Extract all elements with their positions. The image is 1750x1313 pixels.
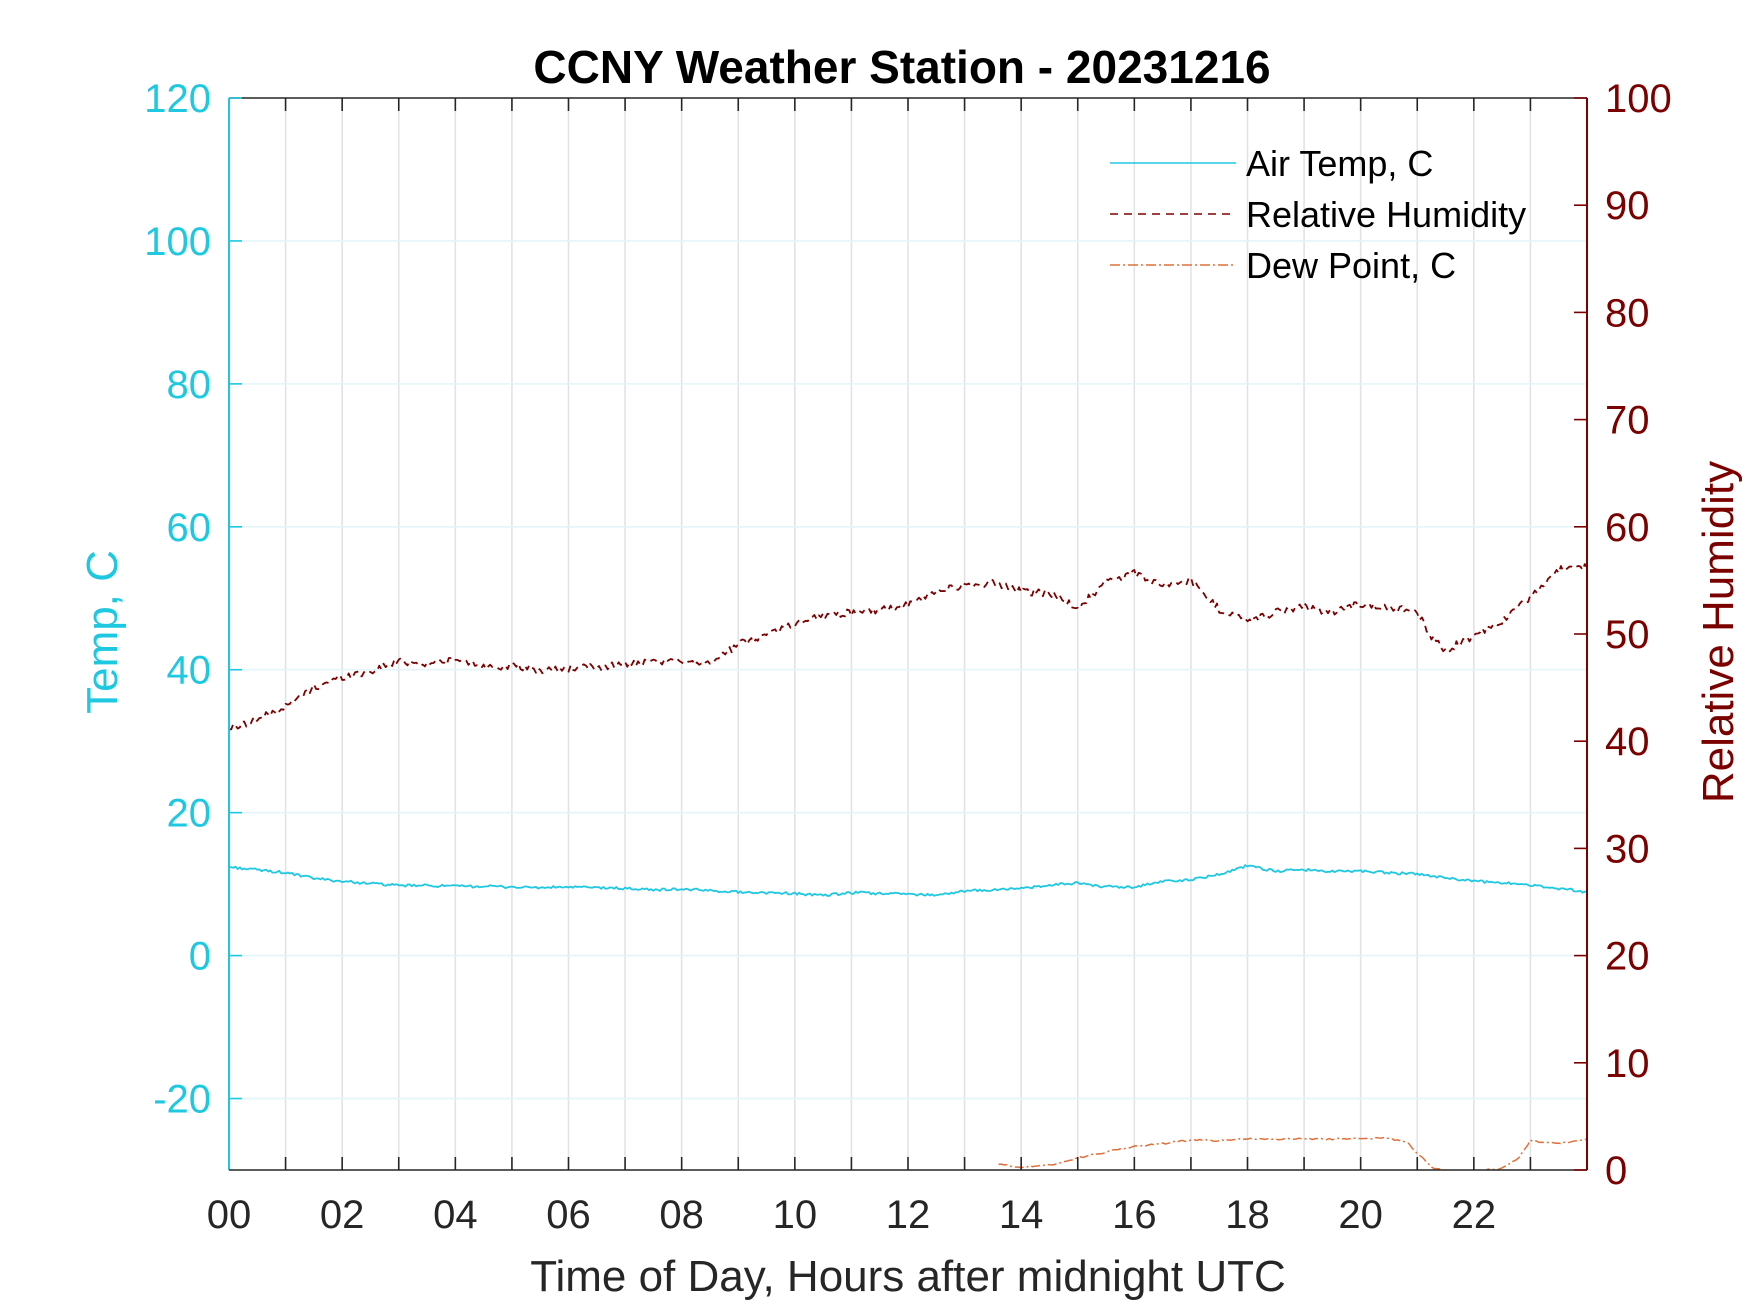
legend-label-air-temp: Air Temp, C <box>1246 143 1433 184</box>
ticks-layer: 00 02 04 06 08 10 12 14 16 18 20 22-200204060801001… <box>144 77 1672 1237</box>
series-line-dew-point-c <box>998 1136 1587 1170</box>
left-y-tick-label: 60 <box>167 506 212 550</box>
left-y-tick-label: 80 <box>167 363 212 407</box>
right-y-tick-label: 20 <box>1605 935 1650 979</box>
x-tick-label: 08 <box>659 1193 704 1237</box>
x-tick-label: 16 <box>1112 1193 1157 1237</box>
legend-label-relative-humidity: Relative Humidity <box>1246 194 1526 235</box>
x-tick-label: 10 <box>773 1193 818 1237</box>
series-line-relative-humidity <box>229 563 1587 731</box>
series-layer <box>229 563 1587 1170</box>
left-y-tick-label: 40 <box>167 649 212 693</box>
left-y-tick-label: 20 <box>167 792 212 836</box>
x-tick-label: 00 <box>207 1193 252 1237</box>
right-y-tick-label: 80 <box>1605 291 1650 335</box>
x-tick-label: 04 <box>433 1193 478 1237</box>
chart-title: CCNY Weather Station - 20231216 <box>533 41 1270 93</box>
x-tick-label: 18 <box>1225 1193 1270 1237</box>
grid-layer <box>229 98 1587 1170</box>
right-y-tick-label: 10 <box>1605 1042 1650 1086</box>
right-y-tick-label: 30 <box>1605 827 1650 871</box>
right-y-tick-label: 40 <box>1605 720 1650 764</box>
left-y-tick-label: 0 <box>189 935 211 979</box>
x-tick-label: 22 <box>1452 1193 1497 1237</box>
x-tick-label: 06 <box>546 1193 591 1237</box>
right-y-tick-label: 50 <box>1605 613 1650 657</box>
left-y-tick-label: 100 <box>144 220 211 264</box>
right-y-tick-label: 100 <box>1605 77 1672 121</box>
legend: Air Temp, C Relative Humidity Dew Point,… <box>1110 143 1526 286</box>
x-tick-label: 12 <box>886 1193 931 1237</box>
right-y-tick-label: 90 <box>1605 184 1650 228</box>
legend-label-dew-point: Dew Point, C <box>1246 245 1456 286</box>
left-y-tick-label: -20 <box>153 1078 211 1122</box>
x-axis-label: Time of Day, Hours after midnight UTC <box>530 1252 1286 1301</box>
left-y-axis-label: Temp, C <box>78 550 127 714</box>
right-y-axis-label: Relative Humidity <box>1694 461 1743 803</box>
right-y-tick-label: 60 <box>1605 506 1650 550</box>
series-line-air-temp-c <box>229 864 1587 897</box>
x-tick-label: 20 <box>1338 1193 1383 1237</box>
right-y-tick-label: 0 <box>1605 1149 1627 1193</box>
left-y-tick-label: 120 <box>144 77 211 121</box>
x-tick-label: 14 <box>999 1193 1044 1237</box>
x-tick-label: 02 <box>320 1193 365 1237</box>
right-y-tick-label: 70 <box>1605 399 1650 443</box>
